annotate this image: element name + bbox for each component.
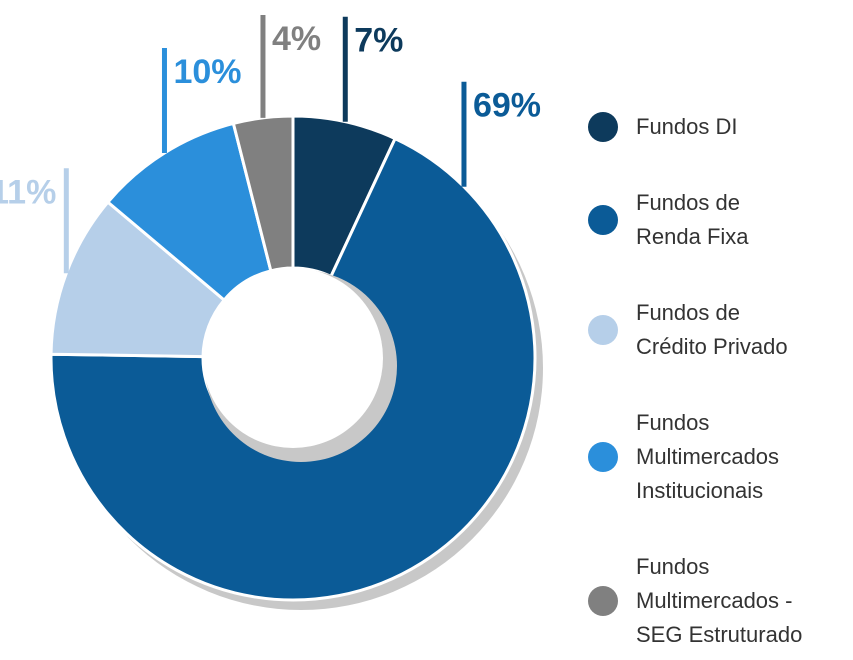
legend-swatch [588, 315, 618, 345]
legend-item: Fundos Multimercados - SEG Estruturado [588, 550, 802, 652]
value-label: 11% [0, 173, 56, 211]
legend-label: Fundos de Crédito Privado [636, 300, 788, 359]
legend-swatch [588, 205, 618, 235]
legend-label: Fundos Multimercados Institucionais [636, 410, 780, 503]
value-label: 7% [354, 22, 403, 60]
legend-swatch [588, 442, 618, 472]
value-label: 4% [272, 20, 321, 58]
legend-item: Fundos DI [588, 110, 738, 144]
legend-item: Fundos de Crédito Privado [588, 296, 788, 364]
legend-item: Fundos de Renda Fixa [588, 186, 749, 254]
legend-label: Fundos de Renda Fixa [636, 190, 749, 249]
legend: Fundos DI Fundos de Renda Fixa Fundos de C… [588, 0, 848, 660]
legend-label: Fundos Multimercados - SEG Estruturado [636, 554, 803, 647]
legend-swatch [588, 112, 618, 142]
legend-item: Fundos Multimercados Institucionais [588, 406, 779, 508]
legend-label: Fundos DI [636, 114, 738, 139]
legend-swatch [588, 586, 618, 616]
hole [203, 268, 383, 448]
value-label: 69% [473, 87, 541, 125]
value-label: 10% [173, 53, 241, 91]
